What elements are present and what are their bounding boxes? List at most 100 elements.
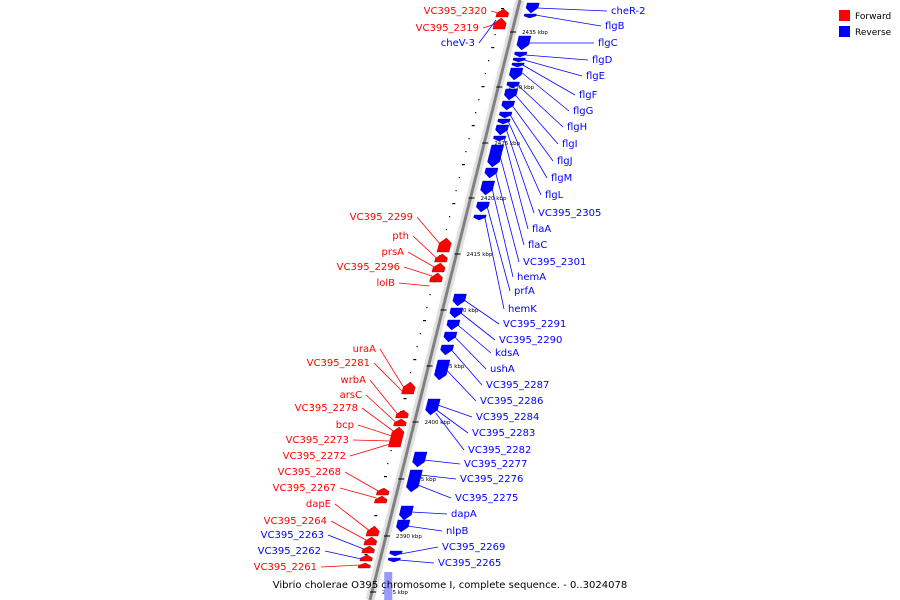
gene-label-vc395-2263[interactable]: VC395_2263 bbox=[261, 530, 324, 541]
gene-label-flgf[interactable]: flgF bbox=[579, 90, 598, 101]
gene-label-flgl[interactable]: flgL bbox=[545, 190, 564, 201]
reverse-gene-arrow[interactable] bbox=[434, 359, 451, 381]
forward-gene-arrow[interactable] bbox=[495, 8, 510, 18]
gene-label-vc395-2290[interactable]: VC395_2290 bbox=[499, 335, 562, 346]
gene-label-flgm[interactable]: flgM bbox=[551, 173, 572, 184]
gene-label-vc395-2305[interactable]: VC395_2305 bbox=[538, 208, 601, 219]
gene-label-flgi[interactable]: flgI bbox=[562, 139, 578, 150]
gene-label-vc395-2278[interactable]: VC395_2278 bbox=[295, 403, 358, 414]
gene-label-flgj[interactable]: flgJ bbox=[557, 156, 573, 167]
gene-label-vc395-2277[interactable]: VC395_2277 bbox=[464, 459, 527, 470]
gene-label-vc395-2296[interactable]: VC395_2296 bbox=[337, 262, 400, 273]
forward-gene-arrow[interactable] bbox=[363, 536, 378, 546]
gene-label-cher-2[interactable]: cheR-2 bbox=[611, 6, 646, 17]
gene-label-flgc[interactable]: flgC bbox=[598, 38, 618, 49]
reverse-gene-arrow[interactable] bbox=[406, 469, 423, 493]
reverse-gene-arrow[interactable] bbox=[523, 13, 537, 19]
gene-label-flgh[interactable]: flgH bbox=[567, 122, 587, 133]
gene-label-flgd[interactable]: flgD bbox=[592, 55, 613, 66]
forward-gene-arrow[interactable] bbox=[434, 253, 448, 263]
reverse-gene-arrow[interactable] bbox=[396, 519, 411, 533]
reverse-gene-arrow[interactable] bbox=[449, 307, 464, 319]
reverse-gene-arrow[interactable] bbox=[525, 2, 540, 14]
reverse-gene-arrow[interactable] bbox=[480, 180, 496, 196]
forward-gene-arrow[interactable] bbox=[357, 562, 371, 569]
reverse-gene-arrow[interactable] bbox=[516, 35, 532, 51]
gene-label-vc395-2264[interactable]: VC395_2264 bbox=[264, 516, 327, 527]
gene-label-vc395-2301[interactable]: VC395_2301 bbox=[523, 257, 586, 268]
gene-label-bcp[interactable]: bcp bbox=[336, 420, 354, 431]
reverse-gene-arrow[interactable] bbox=[512, 57, 526, 63]
gene-label-flgb[interactable]: flgB bbox=[605, 21, 625, 32]
gene-label-vc395-2319[interactable]: VC395_2319 bbox=[416, 23, 479, 34]
reverse-gene-arrow[interactable] bbox=[440, 344, 455, 356]
gene-label-arsc[interactable]: arsC bbox=[340, 390, 362, 401]
forward-gene-arrow[interactable] bbox=[365, 525, 380, 537]
gene-label-vc395-2265[interactable]: VC395_2265 bbox=[438, 558, 501, 569]
reverse-gene-arrow[interactable] bbox=[504, 88, 519, 101]
gene-label-vc395-2261[interactable]: VC395_2261 bbox=[254, 562, 317, 573]
gene-label-vc395-2275[interactable]: VC395_2275 bbox=[455, 493, 518, 504]
gene-label-prfa[interactable]: prfA bbox=[514, 286, 535, 297]
reverse-gene-arrow[interactable] bbox=[484, 167, 499, 179]
forward-gene-arrow[interactable] bbox=[429, 272, 443, 283]
gene-label-wrba[interactable]: wrbA bbox=[341, 375, 367, 386]
gene-label-uraa[interactable]: uraA bbox=[353, 344, 377, 355]
gene-label-flge[interactable]: flgE bbox=[586, 71, 605, 82]
reverse-gene-arrow[interactable] bbox=[511, 62, 525, 68]
forward-gene-arrow[interactable] bbox=[393, 418, 407, 427]
gene-label-lolb[interactable]: lolB bbox=[376, 278, 395, 289]
gene-label-flac[interactable]: flaC bbox=[528, 240, 547, 251]
reverse-gene-arrow[interactable] bbox=[501, 100, 516, 111]
reverse-gene-arrow[interactable] bbox=[509, 67, 524, 81]
gene-label-vc395-2291[interactable]: VC395_2291 bbox=[503, 319, 566, 330]
gene-label-kdsa[interactable]: kdsA bbox=[495, 348, 519, 359]
gene-label-vc395-2282[interactable]: VC395_2282 bbox=[468, 445, 531, 456]
gene-label-hemk[interactable]: hemK bbox=[508, 304, 537, 315]
forward-gene-arrow[interactable] bbox=[374, 495, 388, 504]
reverse-gene-arrow[interactable] bbox=[389, 550, 403, 557]
forward-gene-arrow[interactable] bbox=[401, 381, 416, 395]
forward-gene-arrow[interactable] bbox=[395, 409, 409, 419]
forward-gene-arrow[interactable] bbox=[388, 426, 405, 448]
gene-label-vc395-2287[interactable]: VC395_2287 bbox=[486, 380, 549, 391]
gene-label-vc395-2320[interactable]: VC395_2320 bbox=[424, 6, 487, 17]
forward-gene-arrow[interactable] bbox=[492, 17, 507, 30]
reverse-gene-arrow[interactable] bbox=[495, 124, 510, 136]
gene-label-vc395-2284[interactable]: VC395_2284 bbox=[476, 412, 539, 423]
gene-label-vc395-2276[interactable]: VC395_2276 bbox=[460, 474, 523, 485]
forward-gene-arrow[interactable] bbox=[431, 262, 446, 273]
forward-gene-arrow[interactable] bbox=[436, 237, 452, 253]
gene-label-dapa[interactable]: dapA bbox=[451, 509, 477, 520]
gene-label-flgg[interactable]: flgG bbox=[573, 106, 593, 117]
gene-label-prsa[interactable]: prsA bbox=[381, 247, 404, 258]
reverse-gene-arrow[interactable] bbox=[387, 557, 401, 563]
gene-label-vc395-2272[interactable]: VC395_2272 bbox=[283, 451, 346, 462]
reverse-gene-arrow[interactable] bbox=[514, 51, 528, 58]
reverse-gene-arrow[interactable] bbox=[476, 201, 490, 213]
reverse-gene-arrow[interactable] bbox=[384, 572, 393, 600]
forward-gene-arrow[interactable] bbox=[359, 554, 373, 562]
reverse-gene-arrow[interactable] bbox=[499, 111, 513, 119]
gene-label-vc395-2273[interactable]: VC395_2273 bbox=[286, 435, 349, 446]
gene-label-chev-3[interactable]: cheV-3 bbox=[441, 38, 475, 49]
gene-label-flaa[interactable]: flaA bbox=[532, 224, 551, 235]
reverse-gene-arrow[interactable] bbox=[506, 81, 520, 89]
reverse-gene-arrow[interactable] bbox=[497, 118, 511, 125]
reverse-gene-arrow[interactable] bbox=[443, 331, 458, 343]
gene-label-vc395-2299[interactable]: VC395_2299 bbox=[350, 212, 413, 223]
gene-label-nlpb[interactable]: nlpB bbox=[446, 526, 468, 537]
reverse-gene-arrow[interactable] bbox=[412, 451, 428, 468]
gene-label-vc395-2286[interactable]: VC395_2286 bbox=[480, 396, 543, 407]
reverse-gene-arrow[interactable] bbox=[399, 505, 414, 521]
forward-gene-arrow[interactable] bbox=[361, 545, 375, 554]
gene-label-vc395-2267[interactable]: VC395_2267 bbox=[273, 483, 336, 494]
gene-label-usha[interactable]: ushA bbox=[490, 364, 515, 375]
gene-label-hema[interactable]: hemA bbox=[517, 272, 546, 283]
reverse-gene-arrow[interactable] bbox=[452, 293, 467, 307]
reverse-gene-arrow[interactable] bbox=[473, 214, 487, 221]
gene-label-pth[interactable]: pth bbox=[392, 231, 409, 242]
gene-label-vc395-2262[interactable]: VC395_2262 bbox=[258, 546, 321, 557]
reverse-gene-arrow[interactable] bbox=[493, 135, 507, 142]
gene-label-vc395-2268[interactable]: VC395_2268 bbox=[278, 467, 341, 478]
